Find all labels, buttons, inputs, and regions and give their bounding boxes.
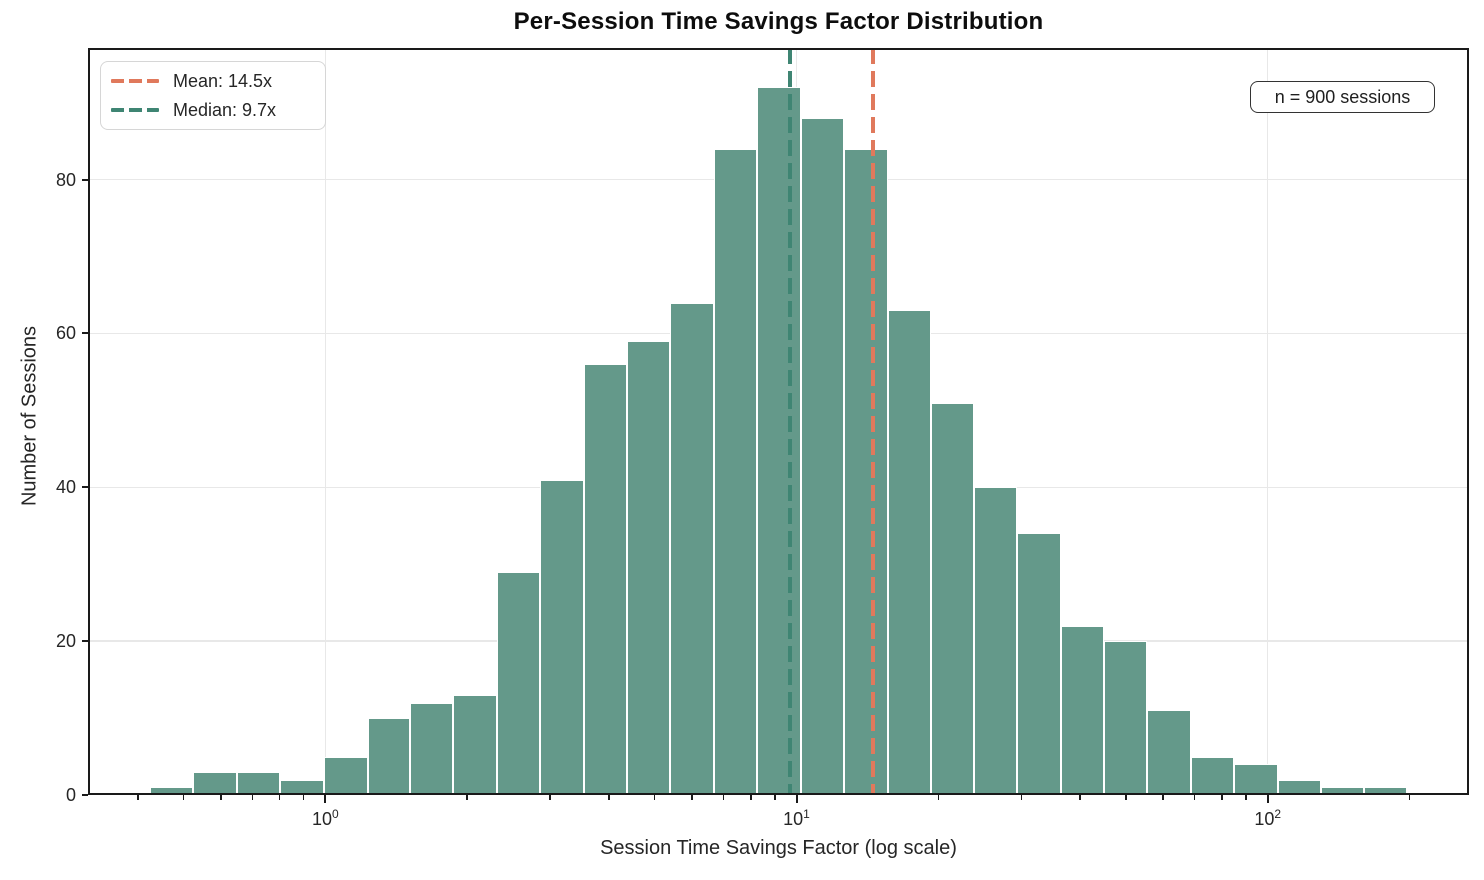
x-tick-minor [937,795,940,800]
y-tick [82,178,88,181]
histogram-bar [843,148,888,795]
median-dash-swatch [111,108,159,112]
y-tick-label: 0 [65,785,76,805]
histogram-bar [887,310,932,795]
x-tick-minor [137,795,139,800]
mean-dash-swatch [111,79,159,83]
legend-item-median: Median: 9.7x [111,100,315,121]
x-tick-minor [750,795,752,800]
y-tick [82,640,88,643]
histogram-bar [584,364,628,795]
x-tick-minor [691,795,693,800]
histogram-bar [931,402,974,795]
x-tick-minor [1020,795,1023,800]
x-tick-minor [466,795,468,800]
x-tick-minor [1162,795,1164,800]
x-tick-minor [1125,795,1127,800]
histogram-bar [1234,764,1278,795]
histogram-bar [713,148,758,795]
y-tick-label: 40 [55,477,76,498]
y-tick [82,486,88,489]
histogram-bar [1103,641,1148,795]
x-gridline [324,48,327,795]
x-tick-minor [220,795,222,800]
x-tick-minor [608,795,610,800]
histogram-bar [540,479,584,795]
histogram-bar [1363,787,1408,795]
x-tick-minor [653,795,656,800]
legend: Mean: 14.5x Median: 9.7x [100,61,326,130]
x-tick-label: 100 [311,807,339,829]
x-tick-major [324,795,327,803]
x-tick-minor [251,795,254,800]
x-tick-major [1266,795,1269,803]
plot-area: 0 20 40 60 80 100 101 102 [56,48,1469,829]
x-tick-label: 101 [783,807,810,829]
legend-mean-label: Mean: 14.5x [173,70,273,91]
chart-title: Per-Session Time Savings Factor Distribu… [513,8,1044,35]
histogram-bar [800,118,844,795]
histogram-bar [496,571,541,795]
y-tick-label: 60 [55,323,76,344]
y-tick-label: 80 [55,169,76,190]
x-tick-minor [278,795,281,800]
histogram-bar [453,694,497,795]
x-tick-minor [302,795,305,800]
x-tick-minor [1221,795,1223,800]
median-line [788,48,793,795]
y-axis-label: Number of Sessions [18,325,41,507]
x-tick-minor [1193,795,1196,800]
x-tick-major [795,795,798,803]
histogram-bar [1321,787,1364,795]
x-gridline [1266,48,1269,795]
y-tick [82,794,88,796]
x-tick-minor [1408,795,1411,800]
histogram-bar [150,787,194,795]
x-axis-label: Session Time Savings Factor (log scale) [600,837,957,859]
x-tick-minor [722,795,725,800]
histogram-bar [409,702,454,795]
x-tick-minor [182,795,185,800]
histogram-bar [280,779,324,795]
y-tick-label: 20 [55,631,76,652]
x-tick-label: 102 [1254,807,1282,829]
x-tick-minor [1245,795,1247,800]
sample-size-annotation: n = 900 sessions [1250,81,1435,113]
histogram-bar [1017,533,1061,795]
histogram-bar [627,341,671,795]
histogram-bar [1277,779,1322,795]
histogram-bar [236,771,281,795]
histogram-bar [1147,710,1191,795]
legend-median-label: Median: 9.7x [173,99,277,120]
mean-line [870,48,875,795]
histogram-bar [1060,625,1104,795]
histogram-bar [1190,756,1235,795]
histogram-bar [193,771,237,795]
legend-item-mean: Mean: 14.5x [111,71,315,92]
x-tick-minor [549,795,551,800]
histogram-bar [323,756,368,795]
histogram-bar [367,718,410,795]
histogram-bar [757,87,801,795]
x-tick-minor [1079,795,1081,800]
y-tick [82,332,88,335]
histogram-bar [670,302,714,795]
histogram-bar [973,487,1018,795]
x-tick-minor [774,795,776,800]
